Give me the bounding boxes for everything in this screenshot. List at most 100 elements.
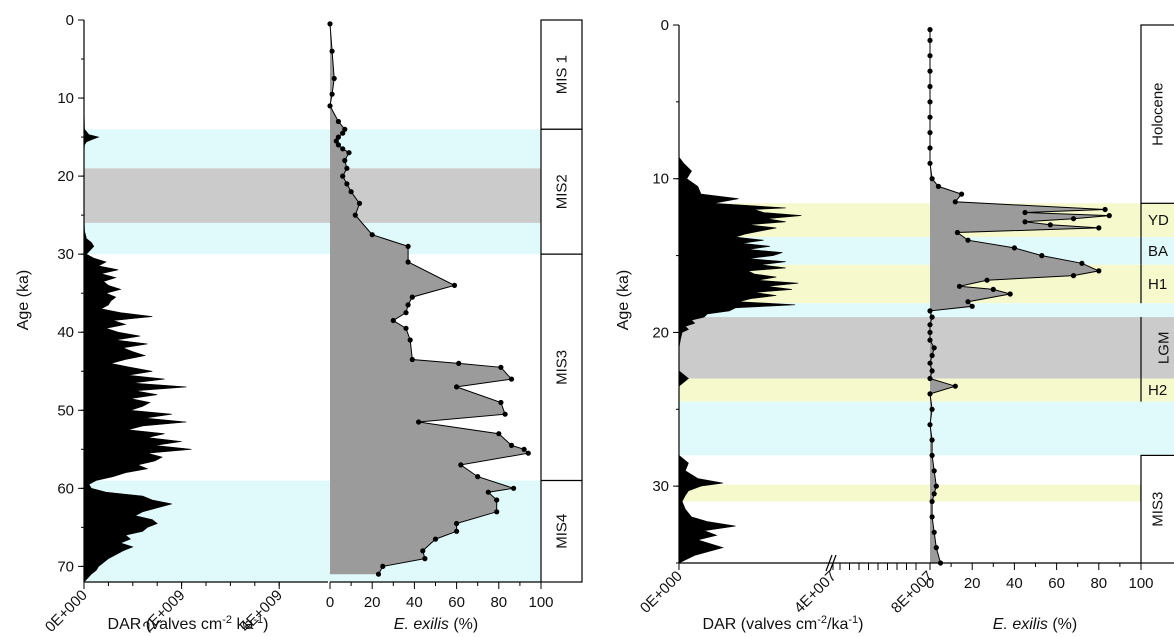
- pct-data-point: [496, 431, 502, 437]
- pct-data-point: [508, 376, 515, 382]
- pct-data-point: [1070, 216, 1077, 222]
- pct-data-point: [1007, 291, 1013, 297]
- pct-data-point: [340, 130, 346, 136]
- stage-box: [540, 253, 583, 482]
- pct-data-point: [935, 183, 942, 189]
- pct-data-point: [409, 356, 415, 363]
- pct-data-point: [927, 337, 933, 343]
- pct-tick-label: 100: [1128, 575, 1153, 592]
- pct-tick-label: 40: [406, 594, 423, 611]
- pct-tick-label: 40: [1006, 575, 1023, 592]
- right-dar-axis-title: DAR (valves cm-2/ka-1): [703, 614, 864, 633]
- pct-data-point: [927, 114, 933, 120]
- pct-data-point: [933, 545, 939, 551]
- dar-tick-label: 4E+007: [791, 568, 840, 617]
- pct-data-point: [498, 399, 504, 406]
- age-tick-label: 0: [661, 17, 669, 34]
- pct-data-point: [927, 130, 933, 136]
- pct-data-point: [485, 489, 491, 495]
- pct-data-point: [931, 468, 937, 474]
- stage-label: LGM: [1156, 332, 1173, 365]
- pct-data-point: [1022, 209, 1028, 216]
- stage-label: MIS 1: [554, 55, 571, 94]
- pct-data-point: [931, 345, 937, 351]
- stage-box: [540, 128, 583, 255]
- stage-label: MIS4: [554, 514, 571, 549]
- stage-label: H1: [1148, 276, 1167, 293]
- pct-data-point: [931, 529, 937, 535]
- dar-series-area: [678, 25, 802, 564]
- pct-data-point: [380, 563, 386, 570]
- pct-data-point: [329, 91, 335, 97]
- left-age-axis-title: Age (ka): [15, 270, 32, 330]
- age-tick-label: 10: [652, 171, 669, 188]
- pct-data-point: [927, 145, 933, 151]
- age-tick-label: 0: [66, 12, 74, 29]
- pct-data-point: [335, 142, 341, 148]
- band-cyan: [679, 401, 1174, 456]
- age-tick-label: 10: [57, 90, 74, 107]
- pct-data-point: [494, 497, 500, 503]
- pct-data-point: [375, 571, 382, 577]
- pct-data-point: [1096, 268, 1102, 274]
- pct-series-area: [930, 29, 1110, 564]
- pct-data-point: [931, 491, 937, 497]
- pct-data-point: [969, 303, 975, 309]
- pct-data-point: [327, 21, 333, 27]
- stage-label: MIS3: [1150, 492, 1167, 527]
- band-gray: [679, 317, 1174, 379]
- pct-tick-label: 80: [1090, 575, 1107, 592]
- pct-data-point: [390, 317, 396, 324]
- pct-data-point: [933, 483, 939, 489]
- pct-tick-label: 60: [448, 594, 465, 611]
- highlight-bands: [84, 129, 1174, 582]
- pct-data-point: [454, 384, 460, 390]
- pct-data-point: [403, 310, 409, 316]
- pct-series-area: [330, 23, 529, 575]
- pct-data-point: [984, 277, 990, 283]
- pct-data-point: [952, 383, 958, 389]
- pct-data-point: [952, 199, 958, 205]
- pct-data-point: [929, 514, 935, 520]
- pct-data-point: [1096, 225, 1102, 231]
- pct-data-point: [335, 118, 341, 125]
- left-dar-axis-title: DAR (valves cm-2 ka-1): [108, 614, 269, 633]
- pct-data-point: [1102, 206, 1108, 213]
- pct-data-point: [927, 391, 933, 397]
- pct-data-point: [346, 150, 352, 156]
- pct-series-line: [929, 29, 1110, 564]
- pct-data-point: [475, 474, 481, 480]
- pct-tick-label: 20: [364, 594, 381, 611]
- axis-break-mark: [825, 554, 833, 572]
- pct-data-point: [335, 134, 341, 140]
- pct-data-point: [416, 419, 422, 425]
- pct-data-point: [954, 229, 961, 236]
- pct-data-point: [458, 462, 464, 468]
- age-tick-label: 20: [652, 324, 669, 341]
- pct-data-point: [927, 53, 933, 59]
- pct-data-point: [432, 536, 439, 542]
- stage-box: [1140, 24, 1174, 204]
- right-pct-axis-title: E. exilis (%): [993, 616, 1077, 633]
- pct-data-point: [1079, 260, 1085, 266]
- pct-data-point: [405, 243, 411, 249]
- pct-data-point: [929, 437, 935, 443]
- dar-series-area: [83, 20, 192, 583]
- pct-data-point: [409, 294, 415, 300]
- pct-data-point: [927, 375, 933, 382]
- left-pct-axis-title: E. exilis (%): [394, 616, 478, 633]
- pct-data-point: [927, 422, 933, 428]
- age-tick-label: 60: [57, 480, 74, 497]
- pct-data-point: [422, 556, 428, 562]
- pct-data-point: [965, 237, 971, 243]
- pct-tick-label: 20: [964, 575, 981, 592]
- pct-data-point: [927, 322, 933, 328]
- pct-data-point: [510, 485, 517, 491]
- age-tick-label: 30: [652, 478, 669, 495]
- pct-data-point: [927, 360, 933, 366]
- pct-data-point: [929, 368, 935, 374]
- pct-data-point: [454, 528, 460, 534]
- right-age-axis-title: Age (ka): [615, 270, 632, 330]
- pct-data-point: [929, 314, 935, 320]
